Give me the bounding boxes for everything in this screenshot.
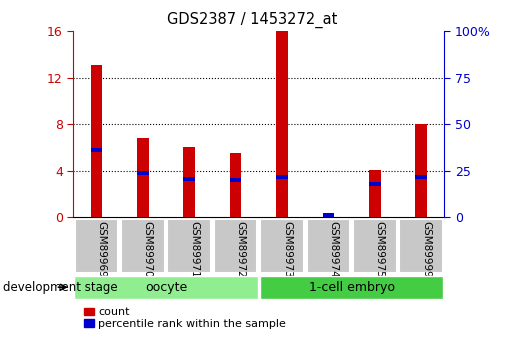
- Bar: [307, 219, 350, 273]
- Bar: [121, 219, 165, 273]
- Bar: [183, 148, 195, 217]
- Bar: [74, 276, 258, 299]
- Bar: [260, 276, 443, 299]
- Text: 1-cell embryo: 1-cell embryo: [309, 281, 394, 294]
- Bar: [230, 178, 241, 182]
- Bar: [353, 219, 396, 273]
- Bar: [90, 148, 102, 152]
- Bar: [276, 31, 288, 217]
- Bar: [137, 138, 148, 217]
- Bar: [90, 65, 102, 217]
- Bar: [416, 124, 427, 217]
- Bar: [369, 170, 381, 217]
- Bar: [137, 171, 148, 175]
- Text: GSM89973: GSM89973: [282, 221, 292, 277]
- Bar: [214, 219, 258, 273]
- Bar: [230, 153, 241, 217]
- Text: GDS2387 / 1453272_at: GDS2387 / 1453272_at: [167, 12, 338, 28]
- Bar: [399, 219, 443, 273]
- Bar: [168, 219, 211, 273]
- Bar: [369, 181, 381, 186]
- Text: GSM89970: GSM89970: [143, 221, 153, 277]
- Bar: [416, 175, 427, 179]
- Text: GSM89999: GSM89999: [421, 221, 431, 277]
- Text: GSM89971: GSM89971: [189, 221, 199, 277]
- Bar: [323, 213, 334, 217]
- Text: GSM89974: GSM89974: [328, 221, 338, 277]
- Bar: [276, 175, 288, 179]
- Bar: [75, 219, 118, 273]
- Bar: [183, 177, 195, 181]
- Legend: count, percentile rank within the sample: count, percentile rank within the sample: [84, 307, 286, 329]
- Text: GSM89969: GSM89969: [96, 221, 107, 277]
- Text: GSM89975: GSM89975: [375, 221, 385, 277]
- Text: oocyte: oocyte: [145, 281, 187, 294]
- Text: development stage: development stage: [3, 281, 117, 294]
- Bar: [260, 219, 304, 273]
- Bar: [323, 214, 334, 217]
- Text: GSM89972: GSM89972: [236, 221, 245, 277]
